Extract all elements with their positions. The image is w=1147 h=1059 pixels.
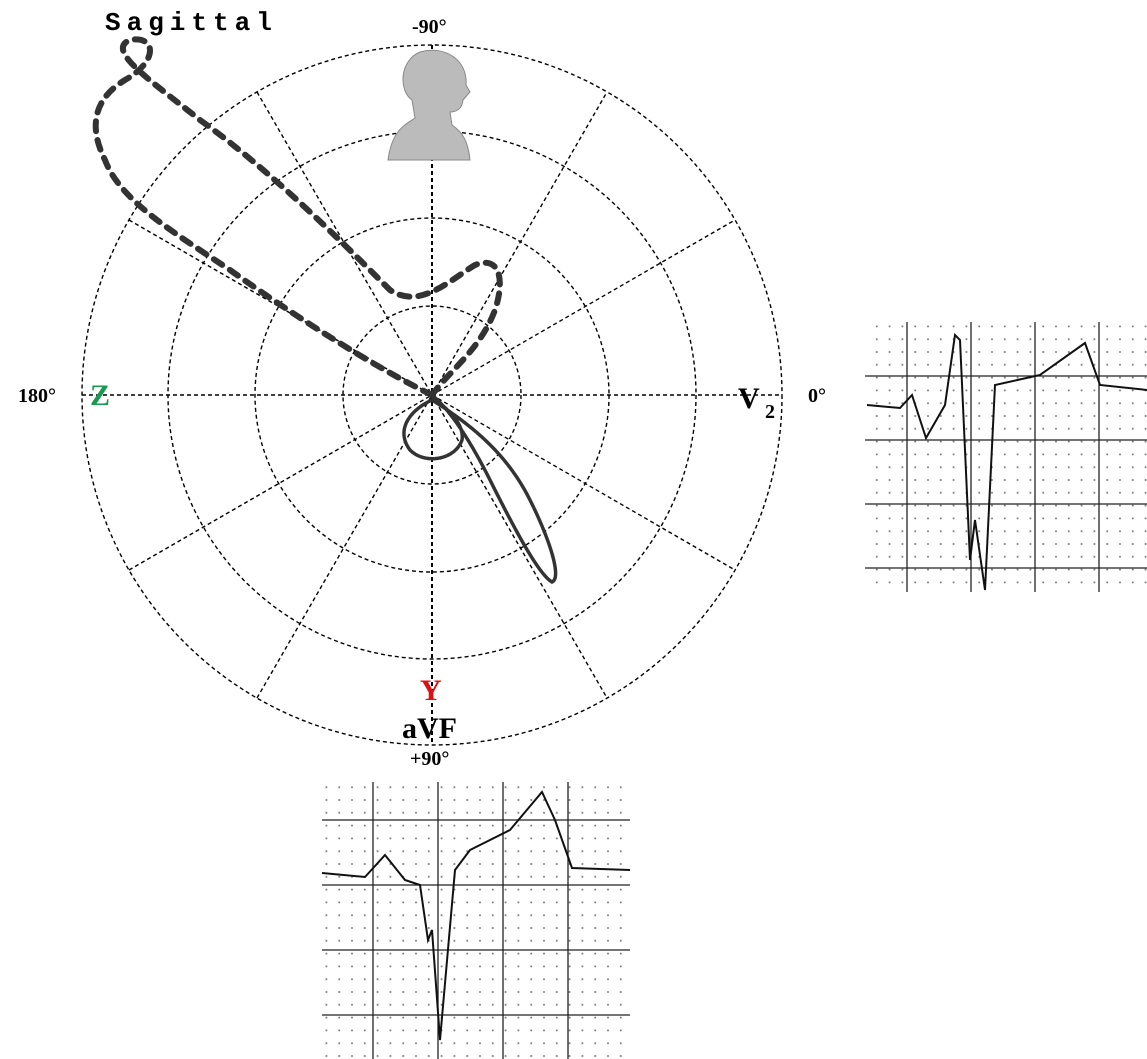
lead-label: V — [738, 382, 760, 415]
angle-label: +90° — [410, 748, 449, 770]
lead-label: Y — [420, 674, 442, 707]
lead-subscript: 2 — [765, 401, 775, 423]
ecg-strip-avf — [322, 782, 630, 1059]
lead-label: aVF — [402, 712, 457, 745]
angle-label: 180° — [18, 385, 56, 407]
angle-label: -90° — [412, 16, 447, 38]
ecg-strip-v2 — [865, 322, 1147, 592]
angle-label: 0° — [808, 385, 826, 407]
head-icon — [388, 50, 470, 160]
title: Sagittal — [105, 8, 278, 38]
vector-loops — [96, 39, 556, 582]
lead-label: Z — [90, 379, 110, 412]
diagram: Sagittal -90° 180° 0° +90° Z V 2 Y aVF — [0, 0, 1147, 1059]
